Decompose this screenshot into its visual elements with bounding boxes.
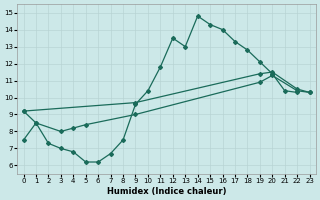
X-axis label: Humidex (Indice chaleur): Humidex (Indice chaleur) [107,187,226,196]
